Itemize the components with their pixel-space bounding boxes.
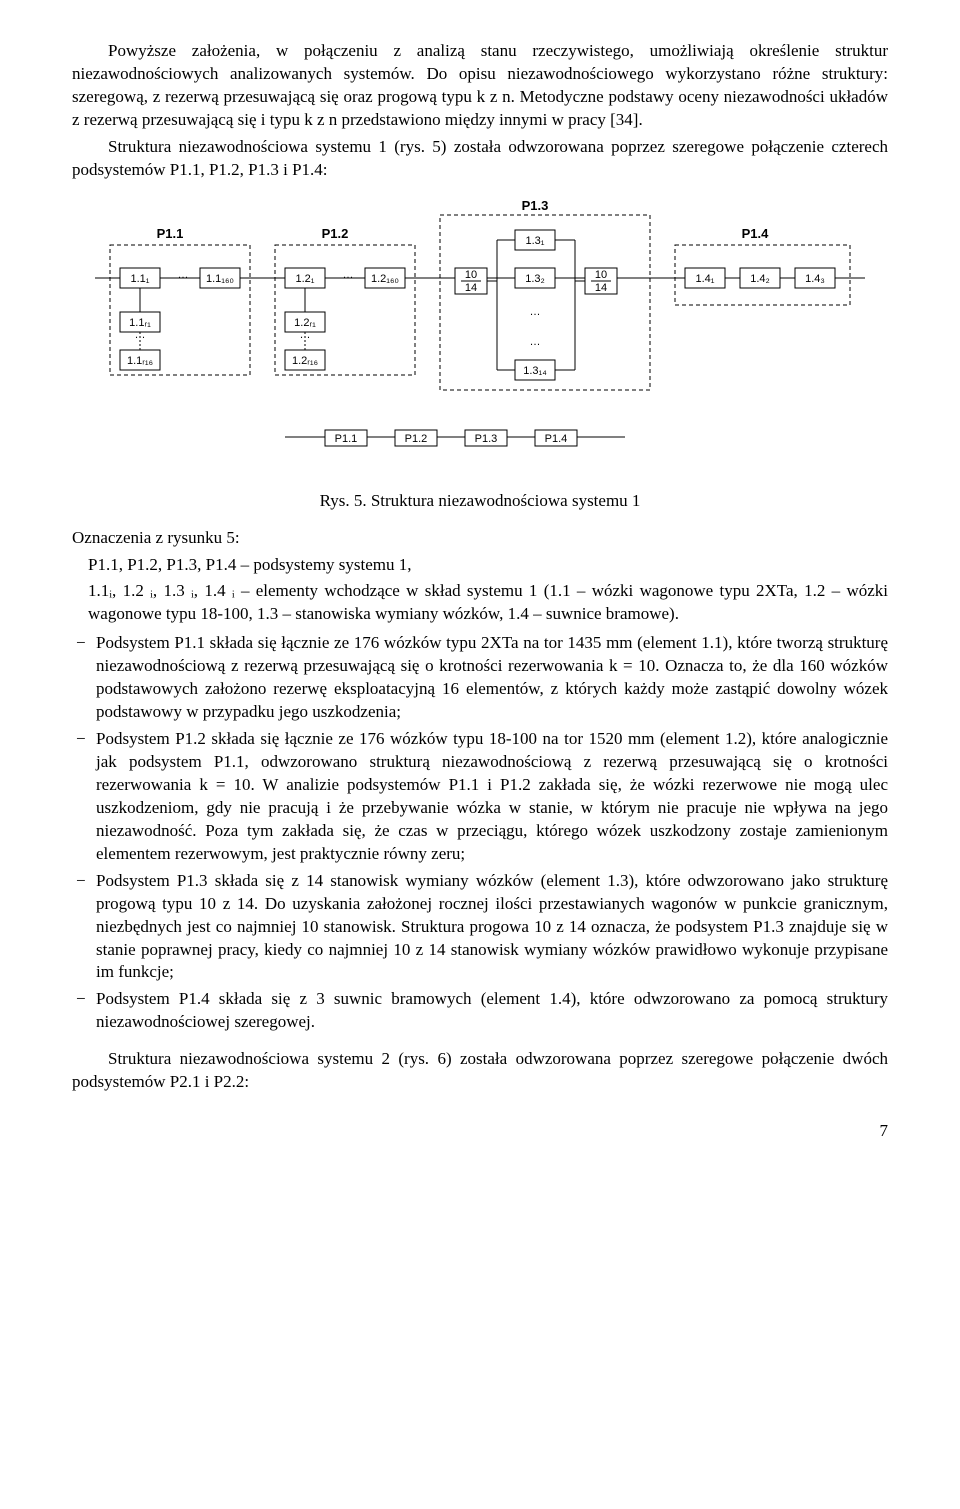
svg-text:1.2₁₆₀: 1.2₁₆₀ <box>371 273 399 285</box>
svg-text:1.2ᵣ₁₆: 1.2ᵣ₁₆ <box>292 355 318 367</box>
svg-text:P1.1: P1.1 <box>335 433 358 445</box>
bullet-p13: Podsystem P1.3 składa się z 14 stanowisk… <box>72 870 888 985</box>
figure-caption: Rys. 5. Struktura niezawodnościowa syste… <box>72 490 888 513</box>
svg-text:P1.2: P1.2 <box>405 433 428 445</box>
oznaczenia-heading: Oznaczenia z rysunku 5: <box>72 527 888 550</box>
paragraph-struct1: Struktura niezawodnościowa systemu 1 (ry… <box>72 136 888 182</box>
svg-text:1.3₁: 1.3₁ <box>525 235 544 247</box>
svg-text:P1.3: P1.3 <box>522 200 549 213</box>
svg-text:P1.4: P1.4 <box>742 226 770 241</box>
svg-text:…: … <box>343 269 354 281</box>
svg-text:1.3₁₄: 1.3₁₄ <box>523 365 547 377</box>
svg-text:10: 10 <box>595 269 607 281</box>
svg-text:1.4₁: 1.4₁ <box>695 273 714 285</box>
svg-text:P1.3: P1.3 <box>475 433 498 445</box>
svg-text:1.2ᵣ₁: 1.2ᵣ₁ <box>294 317 316 329</box>
page-number: 7 <box>72 1120 888 1143</box>
oznaczenia-line-1: P1.1, P1.2, P1.3, P1.4 – podsystemy syst… <box>72 554 888 577</box>
svg-text:1.1₁: 1.1₁ <box>130 273 149 285</box>
svg-text:P1.4: P1.4 <box>545 433 568 445</box>
bullet-p11: Podsystem P1.1 składa się łącznie ze 176… <box>72 632 888 724</box>
bullet-p12: Podsystem P1.2 składa się łącznie ze 176… <box>72 728 888 866</box>
svg-text:P1.2: P1.2 <box>322 226 349 241</box>
paragraph-intro: Powyższe założenia, w połączeniu z anali… <box>72 40 888 132</box>
svg-text:…: … <box>178 269 189 281</box>
bullet-p14: Podsystem P1.4 składa się z 3 suwnic bra… <box>72 988 888 1034</box>
svg-text:1.4₃: 1.4₃ <box>805 273 825 285</box>
svg-text:1.1₁₆₀: 1.1₁₆₀ <box>206 273 234 285</box>
paragraph-struct2: Struktura niezawodnościowa systemu 2 (ry… <box>72 1048 888 1094</box>
svg-text:P1.1: P1.1 <box>157 226 184 241</box>
svg-text:14: 14 <box>595 282 607 294</box>
svg-text:1.2₁: 1.2₁ <box>295 273 314 285</box>
reliability-diagram: P1.1 1.1₁ 1.1₁₆₀ 1.1ᵣ₁ 1.1ᵣ₁₆ … … P1.2 1.2₁ 1.2₁₆… <box>95 200 865 480</box>
svg-text:1.4₂: 1.4₂ <box>750 273 770 285</box>
svg-text:1.1ᵣ₁₆: 1.1ᵣ₁₆ <box>127 355 153 367</box>
svg-text:10: 10 <box>465 269 477 281</box>
oznaczenia-line-2: 1.1ᵢ, 1.2 ᵢ, 1.3 ᵢ, 1.4 ᵢ – elementy wch… <box>72 580 888 626</box>
svg-text:…: … <box>300 329 311 341</box>
svg-text:1.1ᵣ₁: 1.1ᵣ₁ <box>129 317 151 329</box>
svg-text:1.3₂: 1.3₂ <box>525 273 545 285</box>
subsystem-list: Podsystem P1.1 składa się łącznie ze 176… <box>72 632 888 1034</box>
svg-text:14: 14 <box>465 282 477 294</box>
svg-text:…: … <box>530 306 541 318</box>
svg-text:…: … <box>135 329 146 341</box>
svg-text:…: … <box>530 336 541 348</box>
